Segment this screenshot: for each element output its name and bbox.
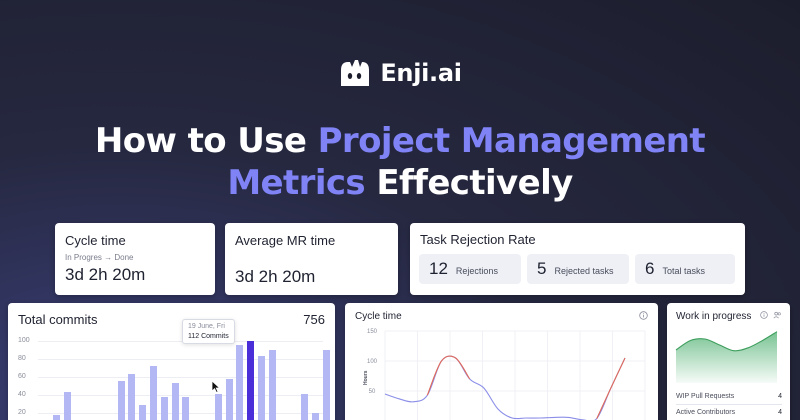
cycle-time-value: 3d 2h 20m [65,265,146,284]
cycle-time-line [384,355,626,420]
commit-bar[interactable] [236,345,244,420]
card-subtitle: In Progres → Done [65,253,134,262]
bar-tooltip: 19 June, Fri 112 Commits [182,319,235,344]
y-tick-label: 80 [18,355,26,362]
info-icon[interactable] [639,311,648,320]
card-title: Cycle time [355,311,402,322]
y-axis-label: Hours [363,370,369,385]
grid-line [38,395,323,396]
cycle-time-line-high [426,355,471,396]
commit-bar[interactable] [63,391,71,420]
commit-bar[interactable] [312,412,319,420]
commit-bar[interactable] [247,341,255,420]
cycle-time-line-high [596,357,626,419]
tooltip-date: 19 June, Fri [188,323,225,330]
stat-label: Rejections [455,265,498,276]
headline-part: Effectively [365,163,573,203]
wip-row-value: 4 [778,409,782,416]
y-tick-label: 50 [369,389,376,395]
rejections-stat: 12 Rejections [419,254,521,284]
total-commits-value: 756 [303,312,325,327]
mr-time-card[interactable]: Average MR time 3d 2h 20m [225,223,398,295]
commit-bar[interactable] [150,365,157,420]
wip-row: Active Contributors 4 [676,409,782,416]
info-icon[interactable] [760,311,768,319]
brand-name: Enji.ai [380,59,462,87]
task-rejection-card[interactable]: Task Rejection Rate 12 Rejections 5 Reje… [410,223,745,295]
commit-bar[interactable] [52,415,60,420]
wip-row-label: WIP Pull Requests [676,393,735,400]
wip-row: WIP Pull Requests 4 [676,393,782,400]
mr-time-value: 3d 2h 20m [235,267,316,286]
y-tick-label: 20 [18,409,26,416]
card-title: Average MR time [235,233,336,248]
card-title: Task Rejection Rate [420,232,536,247]
commit-bar[interactable] [225,379,233,420]
commit-bar[interactable] [171,382,179,420]
card-title: Cycle time [65,233,126,248]
wip-line [675,331,778,352]
page-headline: How to Use Project Management Metrics Ef… [0,120,800,204]
users-icon[interactable] [773,311,782,319]
total-commits-card[interactable]: Total commits 756 100 80 60 40 20 19 Jun… [8,303,335,420]
rejected-tasks-stat: 5 Rejected tasks [527,254,629,284]
headline-accent: Project Management [317,121,706,161]
card-title: Work in progress [676,311,752,322]
commit-bar[interactable] [139,405,147,420]
brand-logo: Enji.ai [0,58,800,88]
mouse-pointer-icon [212,381,221,393]
cycle-time-chart: 150 100 50 Hours [363,329,646,420]
stat-value: 6 [645,259,655,278]
stat-label: Rejected tasks [554,265,614,276]
wip-row-label: Active Contributors [676,409,736,416]
y-tick-label: 40 [18,391,26,398]
work-in-progress-card[interactable]: Work in progress WIP Pull Requests 4 Act… [667,303,790,420]
y-tick-label: 100 [367,359,378,365]
cycle-time-chart-card[interactable]: Cycle time 150 100 50 Hours [345,303,658,420]
wip-area [676,331,777,383]
divider [676,404,782,405]
cycle-time-card[interactable]: Cycle time In Progres → Done 3d 2h 20m [55,223,215,295]
headline-accent: Metrics [227,163,366,203]
y-tick-label: 100 [18,337,30,344]
stat-label: Total tasks [662,265,705,276]
grid-line [38,377,323,378]
stat-value: 5 [537,259,547,278]
card-title: Total commits [18,312,98,327]
y-tick-label: 150 [367,329,378,335]
total-tasks-stat: 6 Total tasks [635,254,735,284]
commit-bar[interactable] [128,373,136,420]
grid-line [38,341,323,342]
enji-logo-icon [341,60,370,86]
commit-bar[interactable] [258,355,265,420]
grid-line [38,413,323,414]
grid-line [38,359,323,360]
commits-bars [34,341,330,420]
commit-bar[interactable] [182,397,190,420]
commit-bar[interactable] [117,381,125,420]
headline-part: How to Use [94,121,318,161]
wip-row-value: 4 [778,393,782,400]
tooltip-value: 112 Commits [188,333,229,340]
wip-area-chart [675,331,778,383]
commit-bar[interactable] [301,393,309,420]
chart-grid [384,330,646,420]
commit-bar[interactable] [268,350,276,420]
y-tick-label: 60 [18,373,26,380]
commit-bar[interactable] [322,349,330,420]
stat-value: 12 [429,259,448,278]
commit-bar[interactable] [214,393,222,420]
commit-bar[interactable] [160,397,168,420]
